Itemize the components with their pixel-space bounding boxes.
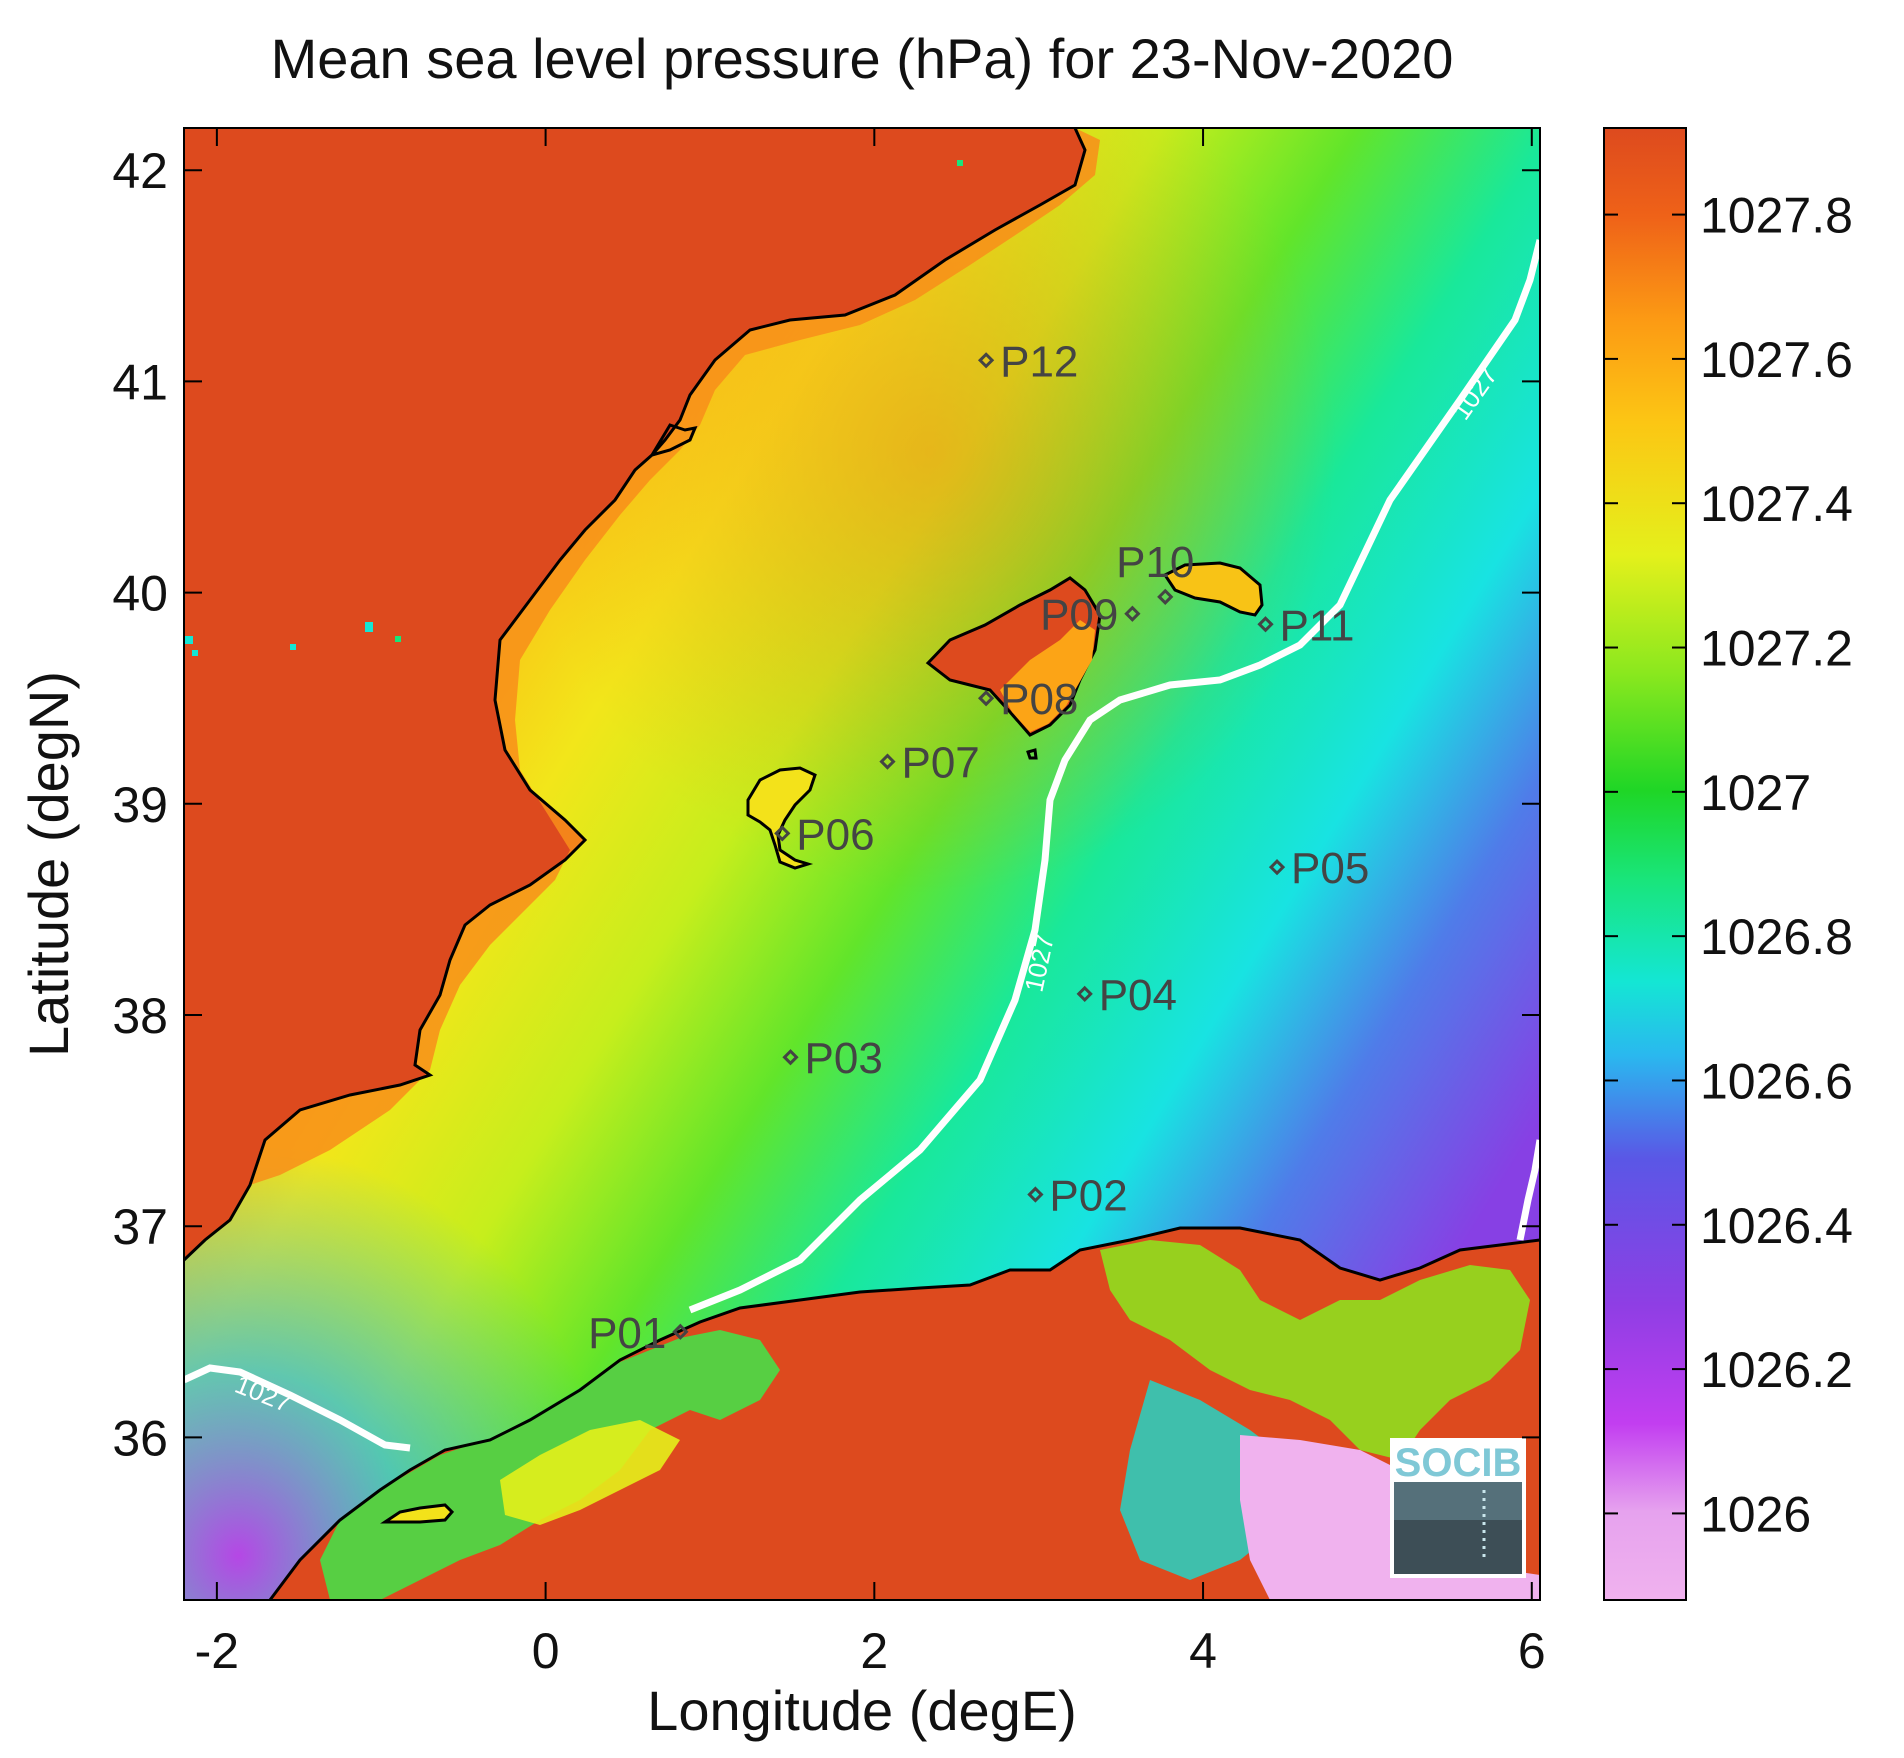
station-marker bbox=[977, 690, 995, 707]
y-tick-label: 42 bbox=[112, 143, 168, 199]
station-label: P01 bbox=[588, 1309, 666, 1358]
y-axis: 36 37 38 39 40 41 42 bbox=[112, 143, 1540, 1466]
station-p12: P12 bbox=[977, 337, 1078, 386]
x-tick-label: -2 bbox=[195, 1623, 239, 1679]
x-axis: -2 0 2 4 6 bbox=[195, 128, 1546, 1679]
isobar-1027-southwest bbox=[184, 1364, 411, 1452]
y-axis-label: Latitude (degN) bbox=[17, 671, 80, 1057]
station-marker bbox=[977, 352, 995, 369]
station-p05: P05 bbox=[1268, 844, 1369, 893]
colorbar-gradient bbox=[1603, 127, 1687, 1601]
y-tick-label: 37 bbox=[112, 1199, 168, 1255]
station-p11: P11 bbox=[1257, 601, 1355, 650]
colorbar-tick-label: 1027.6 bbox=[1700, 332, 1853, 388]
x-tick-label: 6 bbox=[1518, 1623, 1546, 1679]
y-tick-label: 38 bbox=[112, 988, 168, 1044]
station-p04: P04 bbox=[1076, 971, 1177, 1020]
station-label: P09 bbox=[1040, 591, 1118, 640]
station-label: P08 bbox=[1000, 675, 1078, 724]
colorbar-tick-label: 1027.2 bbox=[1700, 621, 1853, 677]
station-marker bbox=[1027, 1186, 1044, 1203]
colorbar-tick-label: 1026 bbox=[1700, 1486, 1811, 1542]
inland-low-pixel bbox=[290, 644, 296, 650]
iberia-land bbox=[184, 128, 1085, 1260]
map-title: Mean sea level pressure (hPa) for 23-Nov… bbox=[271, 27, 1454, 90]
inland-low-pixel bbox=[395, 636, 401, 642]
colorbar-tick-label: 1027.4 bbox=[1700, 476, 1853, 532]
station-p03: P03 bbox=[782, 1034, 883, 1083]
station-marker bbox=[1076, 985, 1093, 1003]
station-label: P02 bbox=[1049, 1172, 1127, 1221]
inland-low-pixel bbox=[957, 160, 963, 166]
ibiza-island bbox=[746, 766, 817, 870]
alboran-islet bbox=[380, 1503, 455, 1524]
x-axis-label: Longitude (degE) bbox=[647, 1679, 1077, 1742]
inland-low-pixel bbox=[185, 636, 193, 644]
station-marker bbox=[1257, 616, 1274, 633]
station-marker bbox=[879, 753, 896, 770]
mallorca-east-fill bbox=[1000, 620, 1095, 732]
isobar-1027-main bbox=[688, 239, 1540, 1314]
socib-logo-text: SOCIB bbox=[1395, 1441, 1522, 1485]
socib-logo: SOCIB bbox=[1390, 1438, 1526, 1578]
x-tick-label: 4 bbox=[1189, 1623, 1217, 1679]
station-label: P05 bbox=[1291, 844, 1369, 893]
station-label: P12 bbox=[1000, 337, 1078, 386]
station-p08: P08 bbox=[977, 675, 1078, 724]
iberia-coastline bbox=[184, 128, 1087, 1262]
map-plot-area: 1027 1027 1027 P01P02P03P04P05P06P07P08P… bbox=[184, 128, 1540, 1600]
x-tick-label: 0 bbox=[532, 1623, 560, 1679]
y-tick-label: 41 bbox=[112, 354, 168, 410]
station-p02: P02 bbox=[1027, 1172, 1128, 1221]
colorbar: 1026 1026.2 1026.4 1026.6 1026.8 1027 1027.2 10… bbox=[1603, 127, 1853, 1601]
menorca-island bbox=[1162, 561, 1264, 617]
station-label: P07 bbox=[901, 739, 979, 788]
station-marker bbox=[1157, 588, 1174, 605]
isobar-1027-southeast bbox=[1516, 1139, 1540, 1241]
colorbar-tick-label: 1026.2 bbox=[1700, 1342, 1853, 1398]
station-label: P10 bbox=[1116, 538, 1194, 587]
x-tick-label: 2 bbox=[860, 1623, 888, 1679]
station-label: P03 bbox=[805, 1034, 883, 1083]
station-p10: P10 bbox=[1116, 538, 1194, 605]
station-label: P11 bbox=[1280, 601, 1355, 650]
y-tick-label: 39 bbox=[112, 777, 168, 833]
atlas-terrain-yellow bbox=[500, 1420, 680, 1525]
station-p06: P06 bbox=[774, 810, 875, 859]
station-label: P04 bbox=[1099, 971, 1177, 1020]
colorbar-tick-label: 1027 bbox=[1700, 765, 1811, 821]
north-africa-coastline bbox=[268, 1226, 1540, 1600]
colorbar-ticks: 1026 1026.2 1026.4 1026.6 1026.8 1027 1027.2 10… bbox=[1604, 188, 1853, 1542]
colorbar-tick-label: 1026.4 bbox=[1700, 1198, 1853, 1254]
station-p09: P09 bbox=[1040, 591, 1141, 640]
inland-low-pixel bbox=[192, 650, 198, 656]
colorbar-tick-label: 1026.6 bbox=[1700, 1053, 1853, 1109]
inland-low-pixel bbox=[365, 622, 373, 632]
station-p07: P07 bbox=[879, 739, 980, 788]
plot-frame bbox=[183, 127, 1541, 1601]
colorbar-tick-label: 1026.8 bbox=[1700, 909, 1853, 965]
station-marker bbox=[774, 825, 791, 842]
station-label: P06 bbox=[796, 810, 874, 859]
station-marker bbox=[1268, 859, 1286, 876]
iberia-coastal-fringe bbox=[250, 128, 1100, 1185]
station-marker bbox=[672, 1323, 689, 1340]
cabrera-islet bbox=[1026, 748, 1038, 760]
station-marker bbox=[782, 1049, 799, 1066]
y-tick-label: 36 bbox=[112, 1410, 168, 1466]
station-p01: P01 bbox=[588, 1309, 689, 1358]
colorbar-tick-label: 1027.8 bbox=[1700, 188, 1853, 244]
kabylia-terrain bbox=[1100, 1240, 1530, 1460]
station-marker bbox=[1124, 605, 1141, 622]
y-tick-label: 40 bbox=[112, 566, 168, 622]
